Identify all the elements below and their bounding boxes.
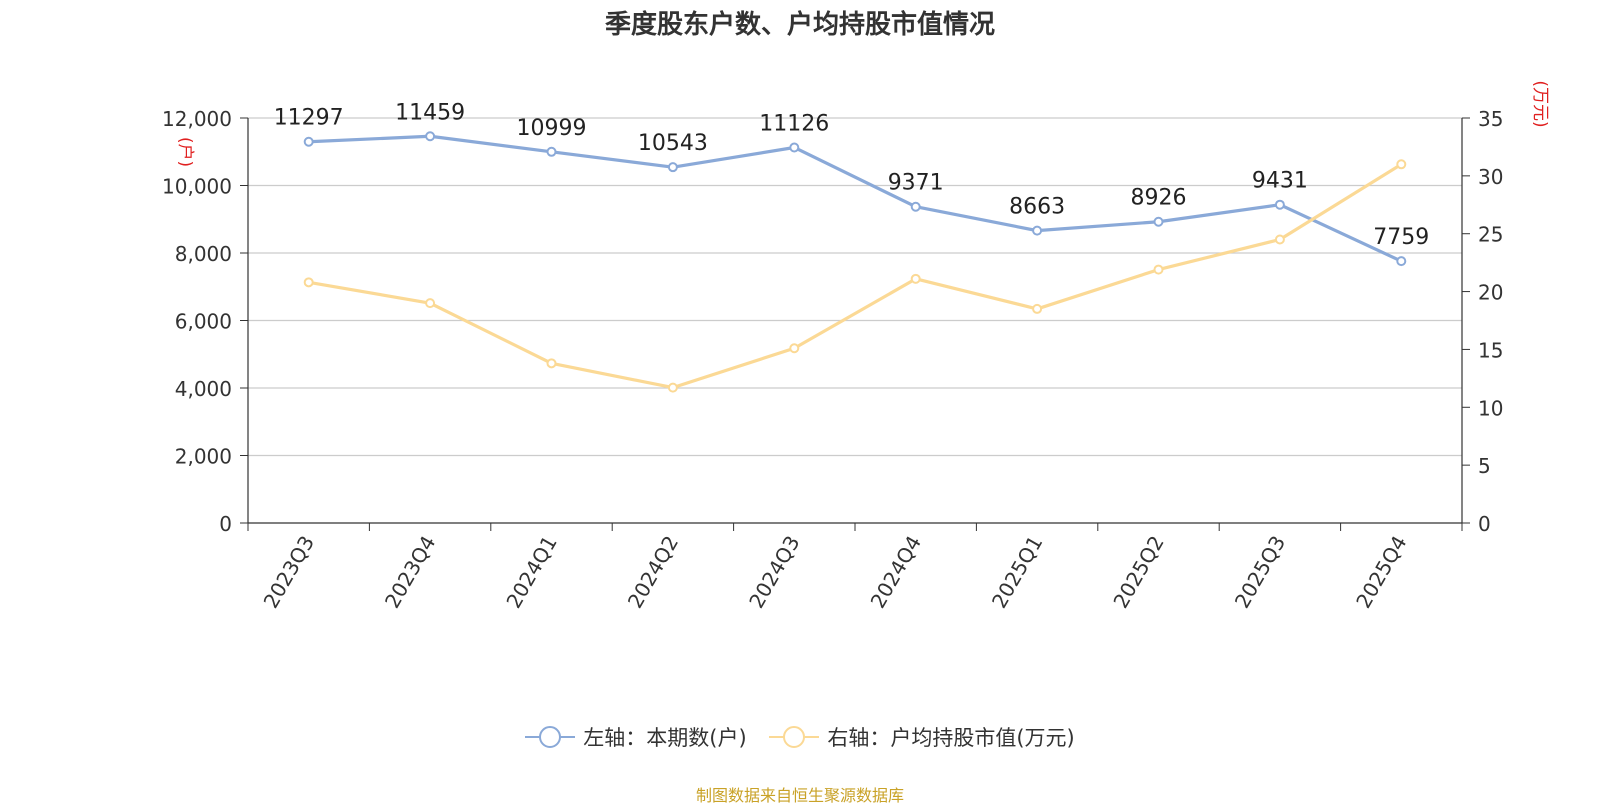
data-point[interactable] — [1396, 159, 1407, 170]
data-point[interactable] — [1032, 303, 1043, 314]
data-point[interactable] — [1274, 199, 1285, 210]
data-point[interactable] — [1153, 264, 1164, 275]
x-tick-label: 2025Q3 — [1230, 532, 1290, 613]
data-label: 8926 — [1131, 186, 1187, 211]
data-point[interactable] — [910, 201, 921, 212]
left-tick-label: 10,000 — [162, 175, 232, 199]
data-label: 10543 — [638, 131, 708, 156]
data-point[interactable] — [1396, 256, 1407, 267]
data-source-note: 制图数据来自恒生聚源数据库 — [695, 786, 904, 805]
data-label: 9431 — [1252, 169, 1308, 194]
data-point[interactable] — [425, 298, 436, 309]
data-label: 8663 — [1009, 195, 1065, 220]
left-tick-label: 6,000 — [175, 310, 232, 334]
data-point[interactable] — [425, 131, 436, 142]
series-layer — [303, 131, 1407, 393]
left-tick-label: 2,000 — [175, 445, 232, 469]
data-label: 7759 — [1373, 225, 1429, 250]
left-tick-label: 8,000 — [175, 242, 232, 266]
data-labels-layer: 11297 11459 10999 10543 11126 9371 8663 8926 943… — [274, 100, 1430, 250]
left-axis-unit-label: (户) — [175, 137, 195, 167]
legend-item-households[interactable]: 左轴：本期数(户) — [525, 722, 747, 752]
right-tick-label: 35 — [1478, 107, 1503, 131]
data-point[interactable] — [1153, 216, 1164, 227]
data-point[interactable] — [1274, 234, 1285, 245]
right-tick-label: 25 — [1478, 223, 1503, 247]
data-point[interactable] — [789, 343, 800, 354]
data-label: 11459 — [395, 100, 465, 125]
x-tick-label: 2024Q1 — [501, 532, 561, 613]
data-point[interactable] — [789, 142, 800, 153]
x-tick-label: 2023Q4 — [380, 532, 440, 613]
right-axis-unit-label: (万元) — [1530, 80, 1550, 127]
right-tick-label: 0 — [1478, 512, 1491, 536]
data-point[interactable] — [910, 273, 921, 284]
data-point[interactable] — [303, 136, 314, 147]
data-point[interactable] — [303, 277, 314, 288]
data-point[interactable] — [667, 162, 678, 173]
right-tick-label: 10 — [1478, 396, 1503, 420]
legend-item-avg-value[interactable]: 右轴：户均持股市值(万元) — [769, 722, 1075, 752]
series-line-1 — [308, 162, 1403, 390]
data-label: 9371 — [888, 171, 944, 196]
chart-title: 季度股东户数、户均持股市值情况 — [604, 10, 995, 40]
left-tick-label: 12,000 — [162, 107, 232, 131]
data-point[interactable] — [1032, 225, 1043, 236]
legend-label-avg-value: 右轴：户均持股市值(万元) — [827, 726, 1075, 750]
x-tick-label: 2023Q3 — [259, 532, 319, 613]
x-tick-label: 2024Q3 — [744, 532, 804, 613]
right-tick-label: 15 — [1478, 338, 1503, 362]
data-point[interactable] — [546, 146, 557, 157]
data-label: 11297 — [274, 106, 344, 131]
x-tick-label: 2024Q4 — [866, 532, 926, 613]
right-tick-label: 20 — [1478, 281, 1503, 305]
axes: 0 2,000 4,000 6,000 8,000 10,000 12,000 0 5 10 15 2… — [162, 80, 1550, 612]
right-tick-label: 30 — [1478, 165, 1503, 189]
right-tick-label: 5 — [1478, 454, 1491, 478]
left-tick-label: 0 — [219, 512, 232, 536]
data-label: 10999 — [517, 116, 587, 141]
series-line-0 — [308, 134, 1402, 263]
data-point[interactable] — [667, 382, 678, 393]
x-tick-label: 2025Q2 — [1108, 532, 1168, 613]
legend-label-households: 左轴：本期数(户) — [583, 726, 747, 750]
grid-lines — [248, 117, 1462, 457]
data-label: 11126 — [759, 111, 829, 136]
x-tick-label: 2025Q1 — [987, 532, 1047, 613]
data-point[interactable] — [546, 358, 557, 369]
x-tick-label: 2025Q4 — [1351, 532, 1411, 613]
legend: 左轴：本期数(户) 右轴：户均持股市值(万元) — [0, 722, 1600, 754]
left-tick-label: 4,000 — [175, 377, 232, 401]
legend-line-circle-icon — [769, 726, 820, 748]
x-tick-label: 2024Q2 — [623, 532, 683, 613]
legend-line-circle-icon — [525, 726, 576, 748]
